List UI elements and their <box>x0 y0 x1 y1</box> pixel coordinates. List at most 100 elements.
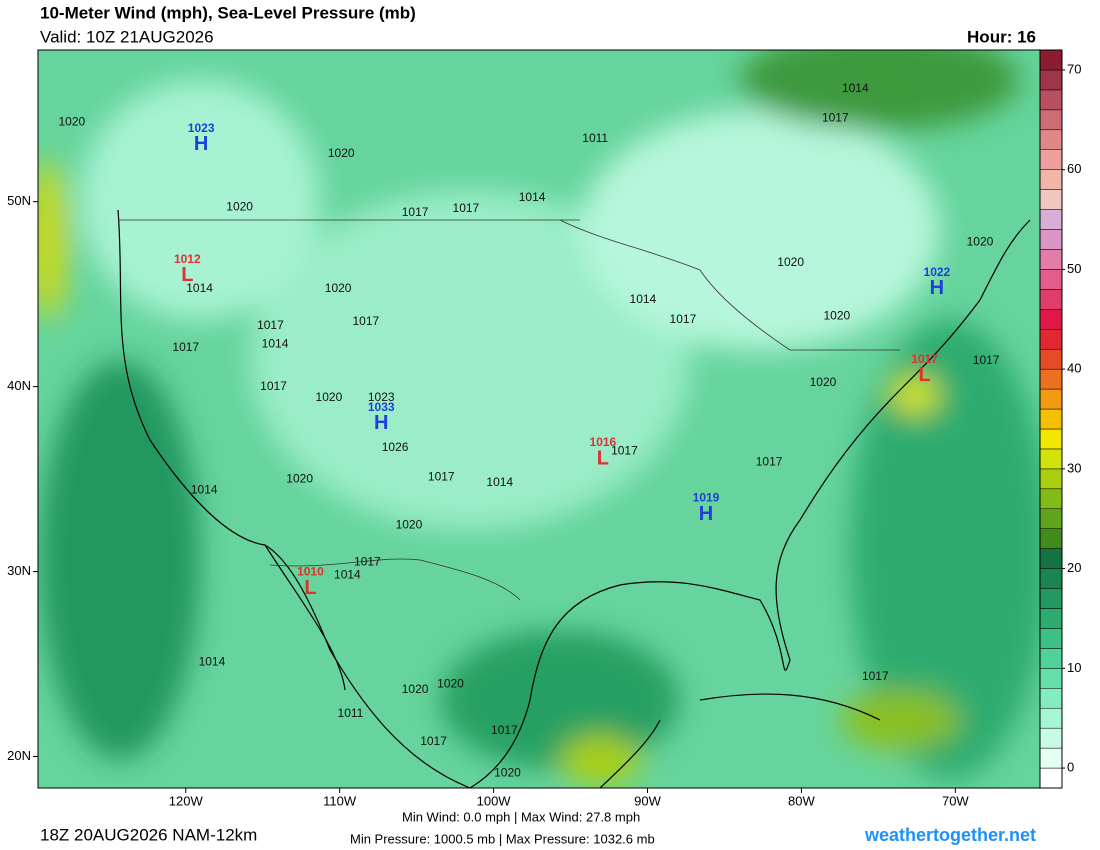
isobar-label: 1017 <box>491 723 518 737</box>
colorbar-swatch <box>1039 688 1063 709</box>
colorbar-swatch <box>1039 668 1063 689</box>
isobar-label: 1017 <box>611 444 638 458</box>
colorbar-swatch <box>1039 468 1063 490</box>
colorbar-swatch <box>1039 89 1063 111</box>
isobar-label: 1014 <box>486 475 513 489</box>
isobar-label: 1014 <box>334 567 361 581</box>
isobar-label: 1020 <box>316 390 343 404</box>
colorbar-swatch <box>1039 388 1063 410</box>
isobar-label: 1020 <box>402 682 429 696</box>
site-name: weathertogether.net <box>864 825 1036 845</box>
colorbar-swatch <box>1039 348 1063 370</box>
map-field <box>38 50 1040 788</box>
pressure-center-value: 1019 <box>693 491 720 505</box>
colorbar-swatch <box>1039 408 1063 430</box>
pressure-center-value: 1016 <box>590 435 617 449</box>
y-tick-label: 50N <box>7 193 31 208</box>
colorbar-swatch <box>1039 289 1063 310</box>
colorbar-swatch <box>1039 169 1063 190</box>
colorbar-swatch <box>1039 229 1063 250</box>
colorbar-swatch <box>1039 428 1063 450</box>
isobar-label: 1017 <box>260 379 287 393</box>
colorbar-swatch <box>1039 109 1063 131</box>
colorbar-swatch <box>1039 309 1063 330</box>
isobar-label: 1023 <box>368 390 395 404</box>
colorbar-label: 20 <box>1067 560 1081 575</box>
colorbar-swatch <box>1039 448 1063 470</box>
colorbar-swatch <box>1039 189 1063 210</box>
isobar-label: 1017 <box>420 734 447 748</box>
isobar-label: 1020 <box>226 199 253 213</box>
isobar-label: 1017 <box>172 340 199 354</box>
pressure-center-letter: H <box>699 503 713 525</box>
pressure-center-value: 1023 <box>188 121 215 135</box>
pressure-center-letter: H <box>194 133 208 155</box>
colorbar-swatch <box>1039 727 1063 749</box>
colorbar-label: 70 <box>1067 61 1081 76</box>
isobar-label: 1017 <box>257 318 284 332</box>
isobar-label: 1017 <box>822 111 849 125</box>
isobar-label: 1020 <box>823 309 850 323</box>
colorbar-swatch <box>1039 508 1063 529</box>
isobar-label: 1020 <box>396 518 423 532</box>
colorbar-swatch <box>1039 628 1063 649</box>
isobar-label: 1014 <box>842 81 869 95</box>
colorbar-swatch <box>1039 568 1063 589</box>
colorbar-swatch <box>1039 528 1063 549</box>
isobar-label: 1020 <box>286 471 313 485</box>
colorbar-swatch <box>1039 269 1063 290</box>
pressure-stats: Min Pressure: 1000.5 mb | Max Pressure: … <box>350 831 655 846</box>
colorbar-label: 50 <box>1067 261 1081 276</box>
colorbar-label: 60 <box>1067 161 1081 176</box>
valid-time: Valid: 10Z 21AUG2026 <box>40 27 214 46</box>
colorbar-swatch <box>1039 49 1063 71</box>
isobar-label: 1020 <box>437 677 464 691</box>
colorbar-swatch <box>1039 548 1063 569</box>
colorbar-swatch <box>1039 588 1063 609</box>
pressure-center-letter: H <box>374 412 388 434</box>
colorbar-swatch <box>1039 767 1063 789</box>
colorbar-swatch <box>1039 608 1063 629</box>
colorbar-swatch <box>1039 747 1063 769</box>
isobar-label: 1017 <box>352 314 379 328</box>
isobar-label: 1014 <box>519 190 546 204</box>
isobar-label: 1020 <box>328 146 355 160</box>
colorbar-swatch <box>1039 648 1063 669</box>
isobar-label: 1017 <box>756 455 783 469</box>
x-tick-label: 110W <box>323 793 357 808</box>
isobar-label: 1020 <box>325 281 352 295</box>
title: 10-Meter Wind (mph), Sea-Level Pressure … <box>40 3 416 22</box>
pressure-center-letter: L <box>181 264 193 286</box>
y-tick-label: 40N <box>7 378 31 393</box>
colorbar-label: 10 <box>1067 660 1081 675</box>
colorbar-label: 40 <box>1067 361 1081 376</box>
pressure-center-letter: L <box>304 577 316 599</box>
y-tick-label: 30N <box>7 563 31 578</box>
colorbar-frame <box>1039 49 1063 789</box>
isobar-label: 1020 <box>810 375 837 389</box>
isobar-label: 1026 <box>382 440 409 454</box>
colorbar-swatch <box>1039 69 1063 91</box>
x-tick-label: 100W <box>477 793 512 808</box>
colorbar-swatch <box>1039 707 1063 729</box>
isobar-label: 1020 <box>494 765 521 779</box>
isobar-label: 1014 <box>630 292 657 306</box>
isobar-label: 1017 <box>670 312 697 326</box>
pressure-center-value: 1022 <box>924 265 951 279</box>
isobar-label: 1011 <box>338 706 364 720</box>
colorbar-label: 30 <box>1067 460 1081 475</box>
colorbar-swatch <box>1039 209 1063 230</box>
pressure-center-letter: H <box>930 277 944 299</box>
colorbar-swatch <box>1039 149 1063 170</box>
isobar-label: 1020 <box>967 235 994 249</box>
colorbar-swatch <box>1039 328 1063 350</box>
isobar-label: 1011 <box>582 131 608 145</box>
x-tick-label: 90W <box>634 793 661 808</box>
model-run: 18Z 20AUG2026 NAM-12km <box>40 825 257 844</box>
isobar-label: 1014 <box>191 482 218 496</box>
colorbar-swatch <box>1039 129 1063 150</box>
x-tick-label: 70W <box>942 793 969 808</box>
pressure-center-value: 1017 <box>911 352 938 366</box>
isobar-label: 1017 <box>354 555 381 569</box>
